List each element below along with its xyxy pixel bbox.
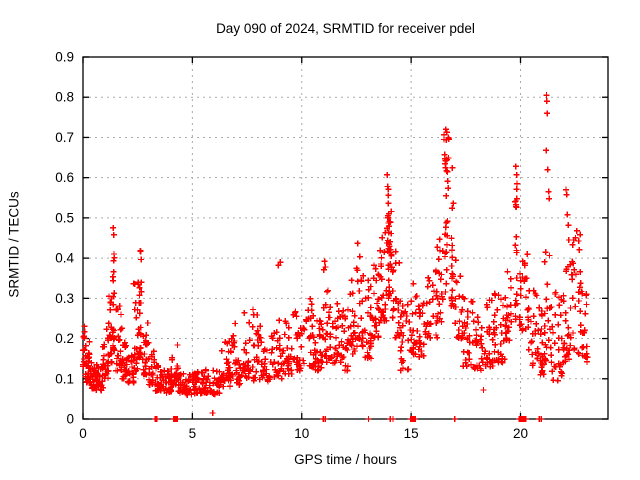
- y-tick-label: 0.2: [55, 331, 74, 346]
- y-tick-label: 0.7: [55, 130, 74, 145]
- y-tick-label: 0.9: [55, 50, 74, 65]
- y-tick-label: 0: [66, 412, 74, 427]
- y-tick-label: 0.5: [55, 210, 74, 225]
- x-tick-label: 20: [513, 426, 528, 441]
- y-tick-label: 0.1: [55, 371, 74, 386]
- x-tick-label: 0: [79, 426, 87, 441]
- x-axis-label: GPS time / hours: [294, 452, 397, 467]
- x-tick-label: 5: [189, 426, 197, 441]
- y-tick-label: 0.8: [55, 90, 74, 105]
- y-tick-label: 0.4: [55, 251, 74, 266]
- plot-frame: [82, 56, 609, 420]
- y-tick-label: 0.3: [55, 291, 74, 306]
- chart-title: Day 090 of 2024, SRMTID for receiver pde…: [216, 21, 475, 36]
- data-points: [80, 92, 591, 422]
- x-tick-label: 15: [404, 426, 419, 441]
- y-tick-label: 0.6: [55, 170, 74, 185]
- x-tick-label: 10: [294, 426, 309, 441]
